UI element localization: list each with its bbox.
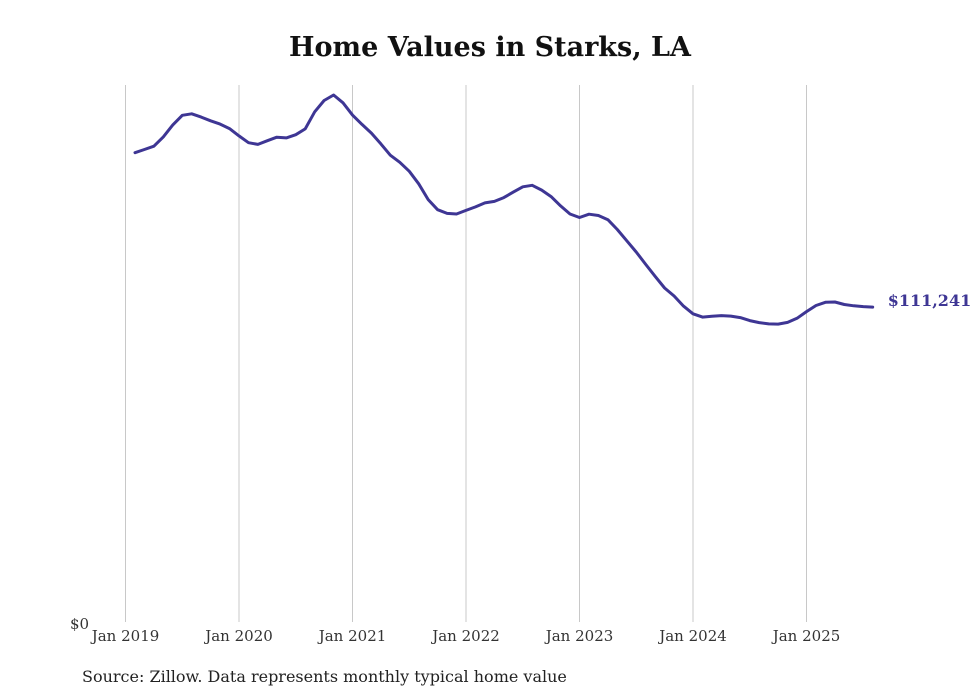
x-tick-label: Jan 2022 [430, 627, 500, 645]
x-tick-label: Jan 2019 [90, 627, 160, 645]
x-tick-label: Jan 2024 [657, 627, 727, 645]
y-tick-label: $0 [70, 615, 89, 633]
y-axis-ticks: $0 [70, 615, 89, 633]
chart-title: Home Values in Starks, LA [289, 32, 691, 63]
x-tick-label: Jan 2021 [317, 627, 387, 645]
x-tick-label: Jan 2025 [771, 627, 841, 645]
x-tick-label: Jan 2023 [544, 627, 614, 645]
gridlines [125, 85, 807, 622]
source-note: Source: Zillow. Data represents monthly … [82, 667, 567, 686]
end-value-label: $111,241 [888, 291, 972, 310]
x-tick-label: Jan 2020 [203, 627, 273, 645]
x-axis-ticks: Jan 2019 Jan 2020 Jan 2021 Jan 2022 Jan 2023… [90, 627, 841, 645]
home-value-line [133, 93, 875, 326]
